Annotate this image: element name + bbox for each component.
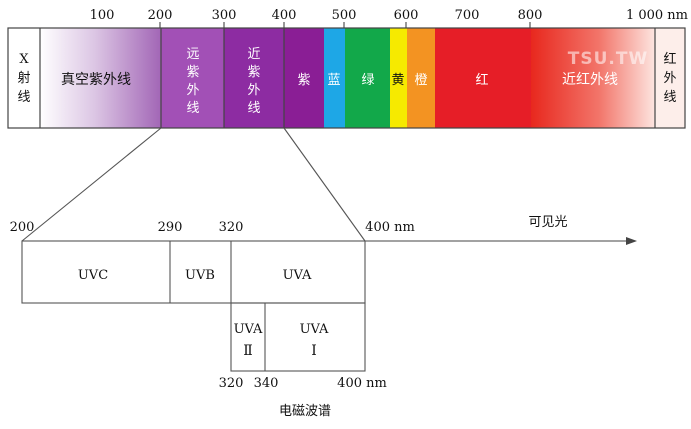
band-uva1-name: UVA — [300, 322, 329, 337]
label-xray-2: 射 — [17, 70, 30, 86]
band-near-uv — [224, 28, 284, 128]
label-near-uv-4: 线 — [247, 101, 260, 116]
label-near-uv-2: 紫 — [247, 65, 260, 80]
uva-tick-400: 400 nm — [337, 376, 387, 391]
band-orange — [407, 28, 435, 128]
tick-600: 600 — [394, 8, 419, 23]
uv-detail: 200 290 320 400 nm 可见光 UVC UVB UVA UVA Ⅱ… — [10, 215, 637, 391]
tick-200: 200 — [148, 8, 173, 23]
label-far-uv-3: 外 — [186, 83, 199, 98]
label-infrared-2: 外 — [663, 71, 676, 86]
band-uva: UVA — [283, 268, 312, 283]
label-far-uv-1: 远 — [186, 47, 199, 62]
band-uva2-numeral: Ⅱ — [243, 343, 253, 359]
tick-500: 500 — [332, 8, 357, 23]
uv-tick-290: 290 — [158, 220, 183, 235]
uva-tick-320: 320 — [219, 376, 244, 391]
label-far-uv-4: 线 — [186, 101, 199, 116]
uv-tick-400: 400 nm — [365, 220, 415, 235]
band-uvc: UVC — [78, 268, 108, 283]
label-far-uv-2: 紫 — [186, 65, 199, 80]
band-violet — [284, 28, 324, 128]
spectrum-bar: X 射 线 真空紫外线 远 紫 外 线 近 紫 外 线 紫 蓝 绿 黄 橙 红 … — [7, 27, 686, 129]
band-blue — [324, 28, 345, 128]
spectrum-scale: 100 200 300 400 500 600 700 800 1 000 nm — [90, 8, 688, 28]
band-infrared — [655, 28, 685, 128]
label-infrared-3: 线 — [663, 90, 676, 105]
band-green — [345, 28, 390, 128]
visible-light-label: 可见光 — [528, 215, 567, 230]
band-uva1-numeral: Ⅰ — [311, 343, 317, 359]
tick-800: 800 — [518, 8, 543, 23]
tick-100: 100 — [90, 8, 115, 23]
label-near-uv-1: 近 — [247, 47, 260, 62]
tick-1000: 1 000 nm — [626, 8, 688, 23]
band-xray — [8, 28, 40, 128]
tick-300: 300 — [212, 8, 237, 23]
band-vacuum-uv — [40, 28, 161, 128]
watermark: TSU.TW — [568, 49, 648, 69]
label-yellow: 黄 — [391, 73, 404, 88]
label-blue: 蓝 — [327, 73, 340, 88]
label-green: 绿 — [361, 73, 374, 88]
uv-tick-320: 320 — [219, 220, 244, 235]
label-infrared-1: 红 — [663, 51, 676, 67]
band-far-uv — [161, 28, 224, 128]
band-near-ir — [531, 28, 655, 128]
figure-caption: 电磁波谱 — [279, 404, 331, 419]
zoom-lines — [21, 127, 366, 242]
band-yellow — [390, 28, 407, 128]
label-near-ir: 近红外线 — [562, 72, 618, 88]
label-xray-3: 线 — [17, 90, 30, 105]
uva-tick-340: 340 — [254, 376, 279, 391]
tick-400: 400 — [272, 8, 297, 23]
band-red — [435, 28, 531, 128]
label-violet: 紫 — [297, 73, 310, 88]
uv-tick-200: 200 — [10, 220, 35, 235]
label-red: 红 — [475, 72, 488, 88]
band-uva2-name: UVA — [234, 322, 263, 337]
label-xray-1: X — [19, 52, 29, 67]
label-near-uv-3: 外 — [247, 83, 260, 98]
axis-arrowhead — [626, 237, 637, 245]
band-uvb: UVB — [185, 268, 215, 283]
label-orange: 橙 — [414, 73, 427, 88]
tick-700: 700 — [455, 8, 480, 23]
label-vacuum-uv: 真空紫外线 — [61, 72, 131, 88]
